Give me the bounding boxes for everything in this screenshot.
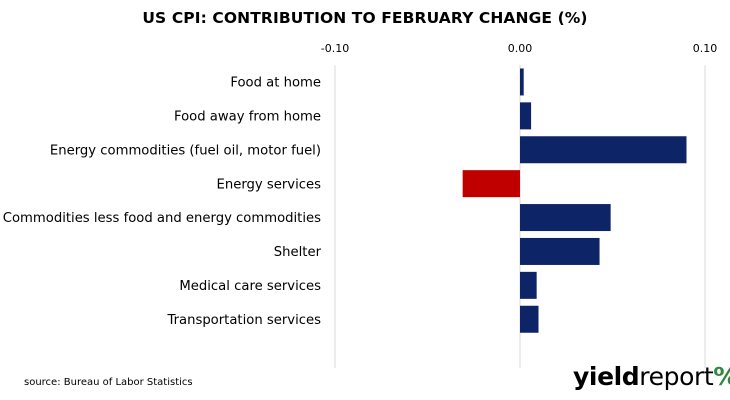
category-label: Shelter [274,245,322,260]
category-label: Food away from home [174,109,321,124]
bar [520,204,611,232]
logo-text-report: report [639,362,714,391]
x-tick-label: 0.10 [693,42,718,55]
chart-title: US CPI: CONTRIBUTION TO FEBRUARY CHANGE … [142,9,588,27]
category-label: Commodities less food and energy commodi… [3,211,321,226]
percent-icon: % [713,362,730,391]
x-tick-label: -0.10 [321,42,349,55]
logo-text-yield: yield [573,362,640,391]
bar [520,237,600,265]
category-label: Food at home [230,76,321,91]
source-note: source: Bureau of Labor Statistics [24,377,193,388]
bar [520,271,537,299]
bar [520,68,524,96]
category-label: Transportation services [166,313,321,328]
bar [462,170,520,198]
yieldreport-logo: yieldreport% [573,362,730,391]
bar [520,305,539,333]
bar [520,136,687,164]
category-label: Energy commodities (fuel oil, motor fuel… [50,143,321,158]
x-tick-label: 0.00 [508,42,533,55]
bar [520,102,532,130]
category-label: Energy services [217,177,322,192]
category-label: Medical care services [179,279,321,294]
